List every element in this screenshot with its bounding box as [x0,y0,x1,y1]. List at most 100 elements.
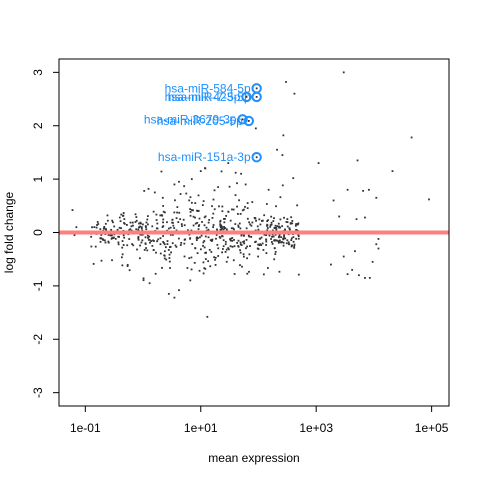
data-point-78 [177,221,180,223]
data-point-581 [137,237,140,240]
data-point-669 [377,247,380,250]
data-point-528 [224,240,227,243]
data-point-479 [278,241,281,243]
data-point-381 [123,218,126,220]
data-point-281 [203,224,206,227]
data-point-556 [163,254,166,257]
x-tick-label-2: 1e+03 [299,421,333,435]
data-point-275 [265,240,268,243]
data-point-494 [221,210,224,213]
data-point-51 [229,219,232,222]
data-point-91 [282,244,285,247]
data-point-618 [290,237,293,240]
data-point-119 [250,224,253,227]
data-point-4 [166,243,169,245]
data-point-686 [190,178,193,181]
data-point-310 [274,250,277,253]
data-point-148 [109,234,112,237]
data-point-142 [190,229,193,232]
data-point-378 [202,200,205,203]
data-point-563 [192,224,195,227]
data-point-623 [245,238,248,241]
data-point-334 [145,221,148,224]
data-point-279 [175,229,178,232]
data-point-489 [233,238,235,241]
data-point-231 [266,229,269,232]
data-point-216 [120,227,122,230]
data-point-37 [141,223,144,226]
data-point-173 [146,218,149,221]
data-point-562 [278,225,281,228]
data-point-152 [123,236,126,239]
data-point-391 [176,206,179,208]
data-point-32 [198,217,201,220]
data-point-145 [120,256,123,259]
data-point-244 [213,208,216,211]
data-point-147 [144,236,147,239]
data-point-12 [175,245,178,248]
data-point-692 [153,191,156,194]
data-point-1 [208,249,211,251]
data-point-240 [234,171,237,174]
data-point-26 [248,253,251,256]
data-point-86 [281,241,283,243]
data-point-13 [137,228,140,231]
data-point-682 [204,167,207,170]
data-point-667 [368,276,371,279]
data-point-185 [239,243,242,246]
data-point-390 [240,234,243,237]
data-point-567 [122,215,124,217]
data-point-141 [243,234,245,237]
data-point-510 [171,218,174,221]
data-point-436 [174,244,177,247]
data-point-441 [219,219,222,222]
data-point-183 [121,246,124,249]
data-point-377 [251,221,254,224]
data-point-241 [282,238,285,241]
data-point-442 [214,264,217,266]
data-point-318 [273,217,275,220]
data-point-419 [218,205,220,208]
data-point-594 [211,239,213,242]
data-point-415 [99,228,102,231]
data-point-685 [178,180,180,183]
data-point-323 [172,233,174,236]
highlighted-point-3 [237,114,248,125]
data-point-399 [103,239,106,242]
data-point-650 [428,198,430,201]
data-point-431 [217,255,220,257]
data-point-414 [254,217,257,220]
data-point-106 [195,239,198,241]
data-point-636 [140,222,142,225]
data-point-585 [153,240,155,242]
data-point-171 [191,243,194,245]
data-point-584 [286,239,289,242]
data-point-130 [268,234,271,237]
highlighted-point-center-2 [245,96,248,98]
data-point-246 [295,229,297,231]
data-point-243 [139,233,142,236]
data-point-232 [189,279,192,282]
data-point-268 [128,229,131,232]
data-point-333 [228,185,231,188]
data-point-654 [375,196,378,199]
y-tick-label-4: 1 [31,175,45,182]
data-point-289 [265,234,268,237]
data-point-221 [154,272,157,275]
data-point-107 [137,238,140,241]
data-point-681 [199,170,202,173]
data-point-641 [342,71,345,74]
data-point-167 [140,233,143,236]
data-point-338 [231,208,233,211]
data-point-269 [163,250,166,253]
data-point-423 [176,211,178,214]
data-point-11 [190,268,193,271]
data-point-420 [214,256,217,259]
data-point-207 [134,213,137,216]
data-point-524 [287,243,290,245]
data-point-347 [117,241,120,244]
data-point-579 [246,245,249,248]
y-tick-label-2: -1 [31,280,45,291]
data-point-128 [212,226,215,228]
data-point-42 [261,242,264,245]
